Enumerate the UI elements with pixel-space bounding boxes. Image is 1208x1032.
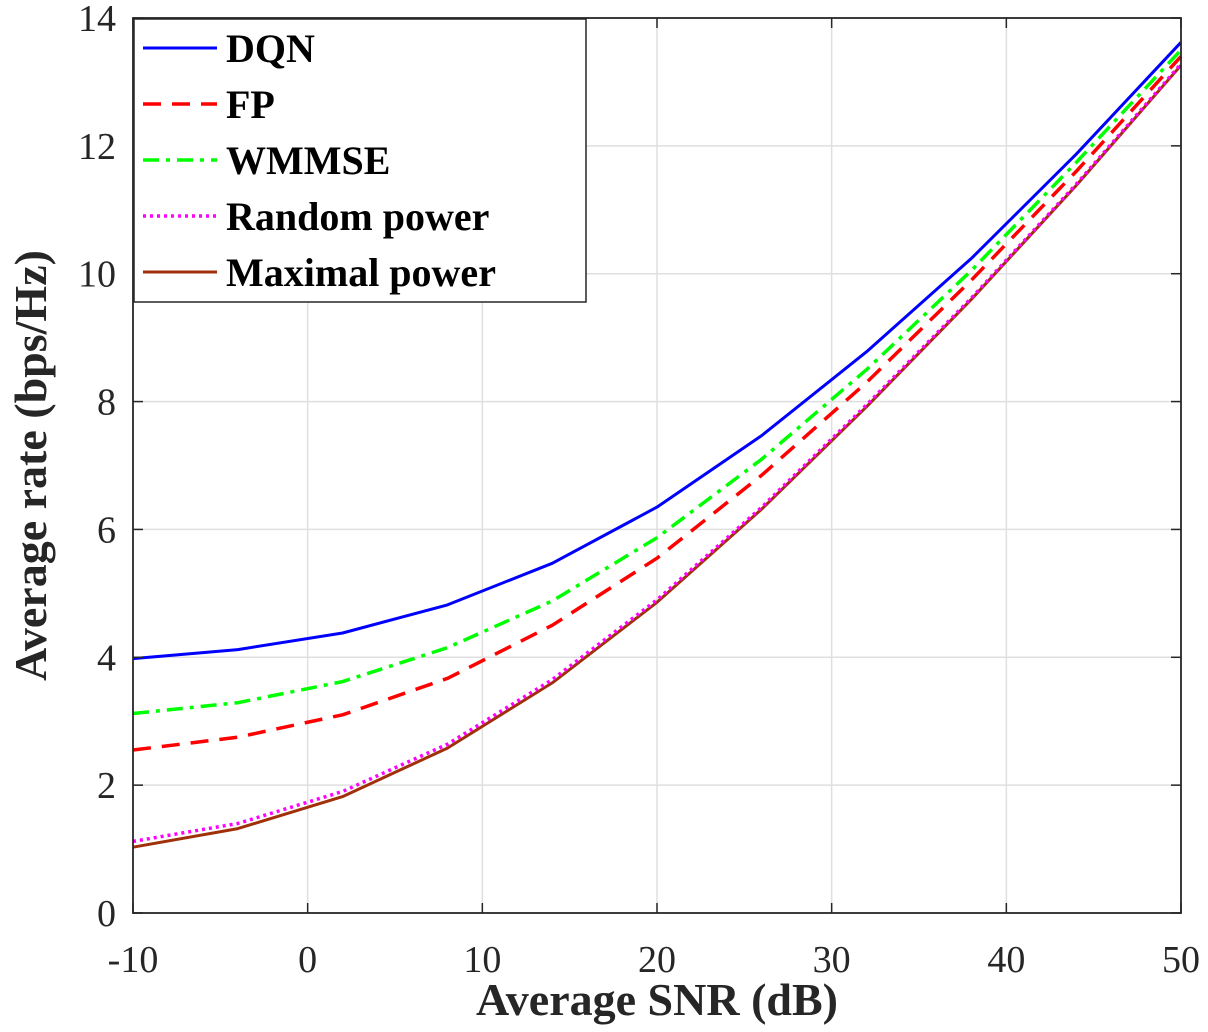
legend-item: DQN [143,26,315,71]
y-tick-label: 0 [97,893,116,935]
series-line-dqn [132,41,1183,661]
legend-label: Random power [226,194,489,239]
legend-box [133,18,587,303]
y-tick-label: 2 [97,765,116,807]
legend-item: Maximal power [143,250,496,295]
x-tick-label: 50 [1162,939,1200,981]
legend-label: DQN [226,26,315,71]
y-tick-label: 6 [97,509,116,551]
legend: DQN FP WMMSE Random power Maximal power [133,18,587,303]
y-tick-label: 10 [78,254,116,296]
legend-label: FP [226,82,275,127]
y-tick-label: 14 [78,0,116,40]
legend-item: FP [143,82,275,127]
legend-item: Random power [143,194,489,239]
y-tick-label: 4 [97,637,116,679]
x-tick-label: 0 [298,939,317,981]
series-line-fp [132,55,1183,752]
series-lines [132,41,1183,849]
y-tick-label: 12 [78,126,116,168]
x-tick-label: -10 [108,939,159,981]
x-tick-labels: -10 0 10 20 30 40 50 [108,939,1200,981]
x-axis-title: Average SNR (dB) [476,974,838,1025]
series-line-wmmse [132,48,1183,716]
x-tick-label: 20 [638,939,676,981]
legend-item: WMMSE [143,138,390,183]
x-tick-label: 30 [813,939,851,981]
y-tick-label: 8 [97,382,116,424]
x-tick-label: 10 [463,939,501,981]
series-line-random-power [132,62,1183,844]
x-tick-label: 40 [987,939,1025,981]
y-axis-title: Average rate (bps/Hz) [5,250,56,681]
y-tick-labels: 0 2 4 6 8 10 12 14 [78,0,116,935]
legend-label: WMMSE [226,138,390,183]
legend-label: Maximal power [226,250,496,295]
